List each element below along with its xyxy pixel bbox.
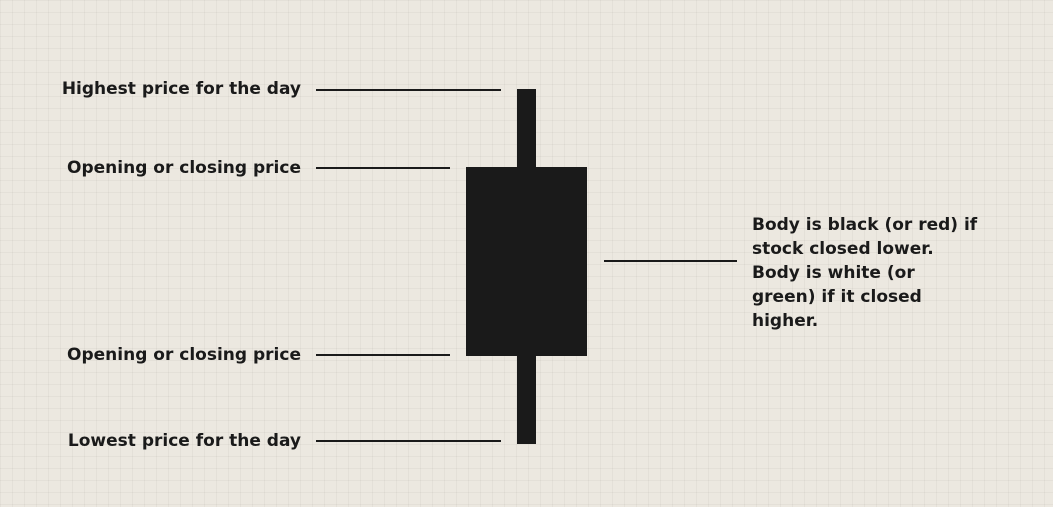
body-color-note: Body is black (or red) if stock closed l…	[752, 215, 978, 331]
label-open-close-bottom: Opening or closing price	[67, 345, 301, 365]
leader-line-open-close-top	[316, 167, 450, 169]
lower-wick	[517, 354, 536, 444]
candle-body	[466, 167, 587, 356]
label-highest-price: Highest price for the day	[61, 79, 301, 99]
label-lowest-price: Lowest price for the day	[67, 431, 301, 451]
leader-line-body	[604, 260, 737, 262]
upper-wick	[517, 89, 536, 169]
leader-line-lowest	[316, 440, 501, 442]
label-open-close-top: Opening or closing price	[67, 158, 301, 178]
leader-line-open-close-bottom	[316, 354, 450, 356]
leader-line-highest	[316, 89, 501, 91]
